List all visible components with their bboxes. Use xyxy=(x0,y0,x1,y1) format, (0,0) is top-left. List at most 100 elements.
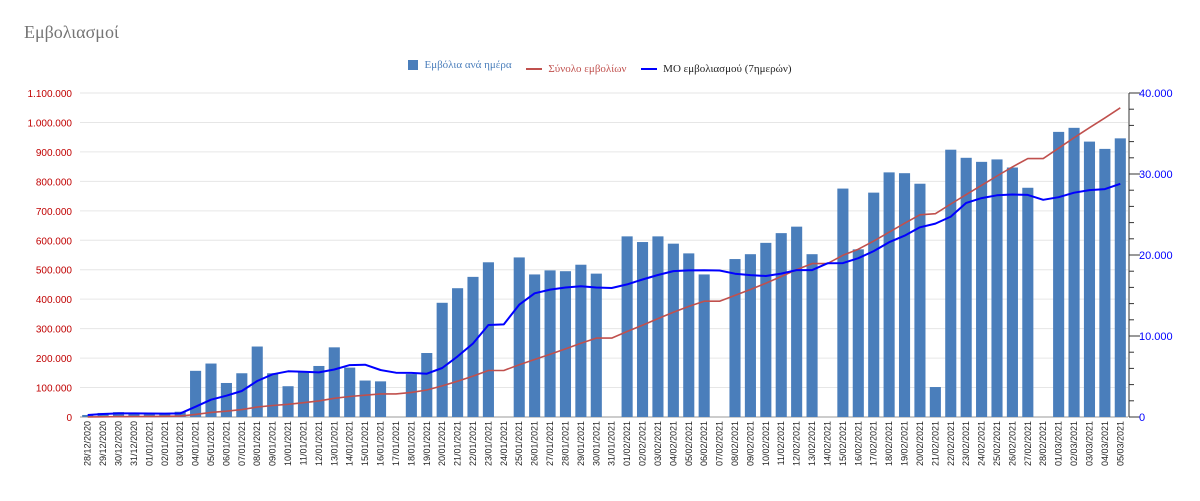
x-axis-tick-label: 21/01/2021 xyxy=(453,421,463,466)
x-axis-tick-label: 13/01/2021 xyxy=(329,421,339,466)
bar-daily-vaccinations xyxy=(636,242,649,417)
x-axis-tick-label: 25/02/2021 xyxy=(992,421,1002,466)
x-axis-tick-label: 10/01/2021 xyxy=(283,421,293,466)
x-axis-tick-label: 25/01/2021 xyxy=(514,421,524,466)
left-axis-tick-label: 200.000 xyxy=(36,354,73,365)
bar-daily-vaccinations xyxy=(791,226,803,417)
bar-daily-vaccinations xyxy=(529,274,541,417)
bar-daily-vaccinations xyxy=(1114,138,1126,418)
x-axis-tick-label: 26/01/2021 xyxy=(530,421,540,466)
x-axis-tick-label: 17/01/2021 xyxy=(391,421,401,466)
x-axis-tick-label: 12/02/2021 xyxy=(792,421,802,466)
left-axis-tick-label: 900.000 xyxy=(36,148,73,159)
bar-daily-vaccinations xyxy=(945,149,957,417)
bar-daily-vaccinations xyxy=(128,413,140,417)
legend-label-average: ΜΟ εμβολιασμού (7ημερών) xyxy=(663,63,792,75)
legend-swatch-daily xyxy=(408,60,419,70)
bar-daily-vaccinations xyxy=(421,353,433,417)
bar-daily-vaccinations xyxy=(590,273,602,417)
bar-daily-vaccinations xyxy=(436,302,448,417)
bar-daily-vaccinations xyxy=(760,242,772,417)
x-axis-tick-label: 03/03/2021 xyxy=(1084,421,1094,466)
chart-legend: Εμβόλια ανά ημέρα Σύνολο εμβολίων ΜΟ εμβ… xyxy=(0,59,1200,75)
bar-daily-vaccinations xyxy=(452,288,464,417)
x-axis-tick-label: 30/12/2020 xyxy=(114,421,124,466)
x-axis-tick-label: 19/01/2021 xyxy=(422,421,432,466)
x-axis-tick-label: 14/02/2021 xyxy=(822,421,832,466)
x-axis-tick-label: 23/01/2021 xyxy=(483,421,493,466)
x-axis-tick-label: 05/03/2021 xyxy=(1115,421,1125,466)
bar-daily-vaccinations xyxy=(744,254,756,417)
x-axis-tick-label: 04/01/2021 xyxy=(191,421,201,466)
x-axis-tick-label: 02/03/2021 xyxy=(1069,421,1079,466)
x-axis-tick-label: 15/02/2021 xyxy=(838,421,848,466)
x-axis-tick-label: 19/02/2021 xyxy=(900,421,910,466)
bar-daily-vaccinations xyxy=(991,159,1003,418)
x-axis-tick-label: 07/02/2021 xyxy=(715,421,725,466)
x-axis-tick-label: 21/02/2021 xyxy=(930,421,940,466)
bar-daily-vaccinations xyxy=(267,373,279,417)
x-axis-tick-label: 10/02/2021 xyxy=(761,421,771,466)
left-axis-tick-label: 400.000 xyxy=(36,295,73,306)
x-axis-tick-label: 24/01/2021 xyxy=(499,421,509,466)
x-axis-tick-label: 13/02/2021 xyxy=(807,421,817,466)
bar-daily-vaccinations xyxy=(82,414,94,417)
bar-daily-vaccinations xyxy=(729,259,741,417)
x-axis-tick-label: 05/02/2021 xyxy=(684,421,694,466)
bar-daily-vaccinations xyxy=(359,380,371,417)
x-axis-tick-label: 04/02/2021 xyxy=(668,421,678,466)
line-7day-average xyxy=(87,182,1121,416)
right-axis-tick-label: 40.000 xyxy=(1139,88,1173,100)
x-axis-tick-label: 20/01/2021 xyxy=(437,421,447,466)
x-axis-tick-label: 27/02/2021 xyxy=(1023,421,1033,466)
bar-daily-vaccinations xyxy=(1006,167,1018,417)
bar-daily-vaccinations xyxy=(112,412,125,417)
bar-daily-vaccinations xyxy=(898,173,911,417)
bar-daily-vaccinations xyxy=(929,387,941,417)
legend-item-total: Σύνολο εμβολίων xyxy=(526,63,626,75)
x-axis-tick-label: 09/01/2021 xyxy=(268,421,278,466)
legend-item-daily: Εμβόλια ανά ημέρα xyxy=(408,59,512,71)
bar-daily-vaccinations xyxy=(220,382,232,417)
x-axis-tick-label: 05/01/2021 xyxy=(206,421,216,466)
x-axis-tick-label: 29/12/2020 xyxy=(98,421,108,466)
left-axis-tick-label: 700.000 xyxy=(36,207,73,218)
x-axis-tick-label: 28/01/2021 xyxy=(560,421,570,466)
x-axis-tick-label: 01/03/2021 xyxy=(1054,421,1064,466)
x-axis-tick-label: 29/01/2021 xyxy=(576,421,586,466)
bar-daily-vaccinations xyxy=(837,188,849,417)
x-axis-tick-label: 18/01/2021 xyxy=(406,421,416,466)
line-total-vaccinations xyxy=(87,107,1121,418)
bar-daily-vaccinations xyxy=(1053,131,1065,417)
bar-daily-vaccinations xyxy=(405,374,417,417)
left-axis-tick-label: 100.000 xyxy=(36,384,73,395)
left-axis-tick-label: 800.000 xyxy=(36,177,73,188)
x-axis-tick-label: 09/02/2021 xyxy=(745,421,755,466)
x-axis-tick-label: 06/02/2021 xyxy=(699,421,709,466)
bar-daily-vaccinations xyxy=(1083,141,1096,417)
x-axis-tick-label: 08/01/2021 xyxy=(252,421,262,466)
legend-item-average: ΜΟ εμβολιασμού (7ημερών) xyxy=(641,63,792,75)
x-axis-tick-label: 28/02/2021 xyxy=(1038,421,1048,466)
x-axis-tick-label: 23/02/2021 xyxy=(961,421,971,466)
bar-daily-vaccinations xyxy=(1068,127,1080,417)
legend-swatch-total xyxy=(526,68,543,70)
bar-daily-vaccinations xyxy=(1022,187,1034,417)
x-axis-tick-label: 17/02/2021 xyxy=(869,421,879,466)
bar-daily-vaccinations xyxy=(652,236,664,417)
bar-daily-vaccinations xyxy=(190,370,202,417)
x-axis-tick-label: 02/01/2021 xyxy=(160,421,170,466)
bar-daily-vaccinations xyxy=(806,254,818,417)
x-axis-tick-label: 12/01/2021 xyxy=(314,421,324,466)
x-axis-tick-label: 18/02/2021 xyxy=(884,421,894,466)
x-axis-tick-label: 04/03/2021 xyxy=(1100,421,1110,466)
right-axis-tick-label: 20.000 xyxy=(1139,250,1173,262)
bar-daily-vaccinations xyxy=(559,271,572,417)
bar-daily-vaccinations xyxy=(683,253,695,417)
x-axis-tick-label: 16/01/2021 xyxy=(376,421,386,466)
x-axis-tick-label: 07/01/2021 xyxy=(237,421,247,466)
bar-daily-vaccinations xyxy=(976,161,988,417)
right-axis-tick-label: 10.000 xyxy=(1139,331,1173,343)
bar-daily-vaccinations xyxy=(960,157,972,418)
bar-daily-vaccinations xyxy=(544,270,556,417)
